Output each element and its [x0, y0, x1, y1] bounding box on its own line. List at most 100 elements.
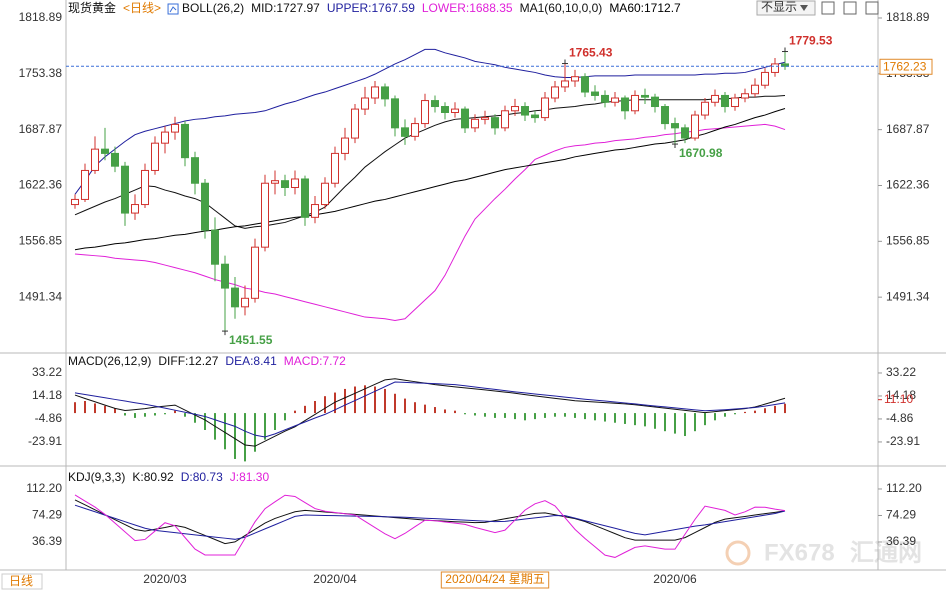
macd-bar — [554, 413, 556, 417]
macd-bar — [184, 413, 186, 417]
legend-entry: DEA:8.41 — [225, 354, 277, 368]
candle-body — [701, 101, 709, 116]
candle-body — [81, 169, 89, 200]
macd-bar — [734, 413, 736, 415]
macd-bar — [304, 405, 306, 414]
candle-body — [201, 182, 209, 231]
macd-bar — [464, 413, 466, 415]
period-tab[interactable] — [1, 573, 43, 590]
candle-body — [501, 110, 509, 129]
hide-button-label[interactable]: 不显示 — [761, 0, 797, 14]
candle-body — [301, 178, 309, 218]
candle-body — [641, 94, 649, 98]
candle-body — [161, 131, 169, 144]
legend-entry: J:81.30 — [230, 470, 270, 484]
legend-entry: MA60:1712.7 — [609, 1, 681, 15]
candle-body — [631, 94, 639, 112]
macd-bar — [474, 413, 476, 416]
last-price-label: 1762.23 — [883, 59, 927, 73]
indicator-line — [74, 381, 786, 438]
macd-bar — [374, 386, 376, 414]
candle-body — [151, 142, 159, 171]
candle-body — [221, 263, 229, 289]
toolbar-icon[interactable] — [843, 1, 857, 15]
candle-body — [71, 198, 79, 206]
candle-body — [321, 182, 329, 206]
y-tick-label: 1753.38 — [19, 66, 63, 80]
period-tab-label[interactable]: 日线 — [9, 574, 33, 588]
macd-bar — [684, 413, 686, 437]
candle-body — [351, 108, 359, 139]
macd-bar — [574, 413, 576, 418]
macd-bar — [74, 402, 76, 414]
candle-body — [781, 63, 789, 67]
candle-body — [551, 86, 559, 99]
candle-body — [141, 169, 149, 206]
watermark-brand: FX678 — [764, 539, 835, 566]
macd-bar — [444, 409, 446, 414]
y-tick-label-right: 112.20 — [886, 481, 922, 495]
legend-entry: MACD(26,12,9) — [68, 354, 151, 368]
watermark-logo — [725, 540, 751, 566]
macd-bar — [484, 413, 486, 417]
x-tick-label: 2020/04/24 星期五 — [445, 572, 544, 586]
macd-bar — [354, 386, 356, 414]
macd-bar — [564, 413, 566, 417]
candle-body — [451, 108, 459, 113]
macd-bar — [604, 413, 606, 422]
y-tick-label: 1687.87 — [19, 122, 63, 136]
candle-body — [481, 117, 489, 120]
toolbar-icon[interactable] — [821, 1, 835, 15]
y-tick-label-right: 14.18 — [886, 388, 916, 402]
legend-entry: K:80.92 — [132, 470, 174, 484]
indicator-line — [74, 504, 786, 540]
y-tick-label-right: 33.22 — [886, 365, 916, 379]
macd-bar — [264, 413, 266, 440]
candle-body — [561, 80, 569, 88]
candle-body — [431, 100, 439, 108]
dropdown-arrow[interactable] — [800, 5, 808, 11]
candle-body — [421, 100, 429, 125]
hide-button[interactable] — [756, 0, 816, 16]
macd-bar — [114, 408, 116, 414]
y-tick-label: 74.29 — [32, 508, 62, 522]
macd-bar — [144, 413, 146, 417]
candle-body — [571, 76, 579, 82]
candle-body — [581, 76, 589, 93]
legend-entry: MID:1727.97 — [251, 1, 320, 15]
candle-body — [761, 71, 769, 86]
macd-bar — [414, 402, 416, 414]
legend-entry: 现货黄金 — [68, 0, 116, 15]
candle-body — [411, 123, 419, 137]
candle-body — [391, 98, 399, 129]
candle-body — [741, 93, 749, 99]
macd-bar — [234, 413, 236, 459]
candle-body — [621, 97, 629, 112]
macd-bar — [614, 413, 616, 423]
macd-bar — [244, 413, 246, 462]
candle-body — [171, 123, 179, 133]
y-tick-label: -23.91 — [28, 434, 62, 448]
candle-body — [111, 152, 119, 167]
indicator-line — [74, 108, 786, 251]
candle-body — [331, 152, 339, 184]
macd-bar — [384, 388, 386, 414]
macd-bar — [314, 401, 316, 414]
candle-body — [711, 94, 719, 103]
extreme-label: 1779.53 — [789, 34, 833, 48]
macd-bar — [544, 413, 546, 418]
candle-body — [341, 137, 349, 154]
macd-bar — [694, 413, 696, 432]
toolbar-icon[interactable] — [865, 1, 879, 15]
y-tick-label-right: 1556.85 — [886, 233, 930, 247]
candle-body — [101, 148, 109, 154]
candle-body — [611, 97, 619, 103]
y-tick-label-right: 74.29 — [886, 508, 916, 522]
x-tick-label: 2020/03 — [143, 572, 187, 586]
y-tick-label-right: 1818.89 — [886, 10, 930, 24]
watermark: FX678 汇通网 — [725, 539, 922, 566]
last-price-box — [879, 58, 933, 75]
macd-bar — [274, 413, 276, 430]
candle-body — [511, 106, 519, 112]
y-tick-label-right: -23.91 — [886, 434, 920, 448]
